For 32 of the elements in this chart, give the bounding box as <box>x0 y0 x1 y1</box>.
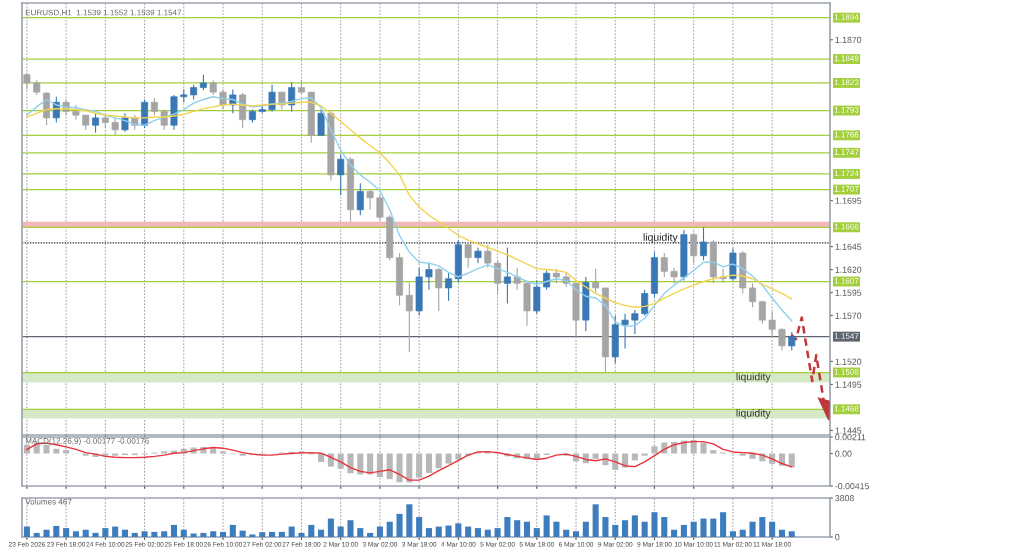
ref-line-label: 1.1849 <box>834 55 859 62</box>
y-tick-label: 1.1495 <box>835 381 862 388</box>
ref-line-label: 1.1468 <box>834 405 859 412</box>
y-tick-label: 1.1445 <box>835 427 862 434</box>
ref-line-label: 1.1607 <box>834 277 859 284</box>
y-tick-label: 1.1695 <box>835 197 862 204</box>
chart-title: Volumes 467 <box>25 498 72 505</box>
ref-line-label: 1.1547 <box>834 333 859 339</box>
y-tick-label: -0.00415 <box>835 483 870 490</box>
ref-line-label: 1.1747 <box>834 149 859 155</box>
y-tick-label: 1.1520 <box>835 358 862 365</box>
text: EURUSD,H1 1.1539 1.1552 1.1539 1.1547 <box>25 9 182 17</box>
y-tick-label: 1.1570 <box>835 312 862 319</box>
y-tick-label: 0.00 <box>835 450 852 457</box>
chart-title: MACD(12,26,9) -0.00177 -0.00176 <box>25 437 149 446</box>
y-tick-label: 0 <box>835 534 840 541</box>
ref-line-label: 1.1823 <box>834 79 859 86</box>
y-tick-label: 3808 <box>835 495 854 502</box>
y-tick-label: 0.00211 <box>835 434 866 441</box>
y-tick-label: 1.1620 <box>835 266 862 273</box>
ref-line-label: 1.1766 <box>834 131 859 138</box>
y-tick-label: 1.1645 <box>835 243 862 250</box>
ref-line-label: 1.1707 <box>834 186 859 192</box>
ref-line-label: 1.1666 <box>834 223 859 230</box>
y-tick-label: 1.1595 <box>835 289 862 296</box>
ref-line-label: 1.1508 <box>834 368 859 375</box>
band-label: liquidity <box>736 409 771 419</box>
ref-line-label: liquidity <box>643 233 678 243</box>
y-tick-label: 1.1870 <box>835 36 862 43</box>
ref-line-label: 1.1894 <box>834 14 859 20</box>
ref-line-label: 1.1793 <box>834 106 859 113</box>
ref-line-label: 1.1724 <box>834 170 859 177</box>
